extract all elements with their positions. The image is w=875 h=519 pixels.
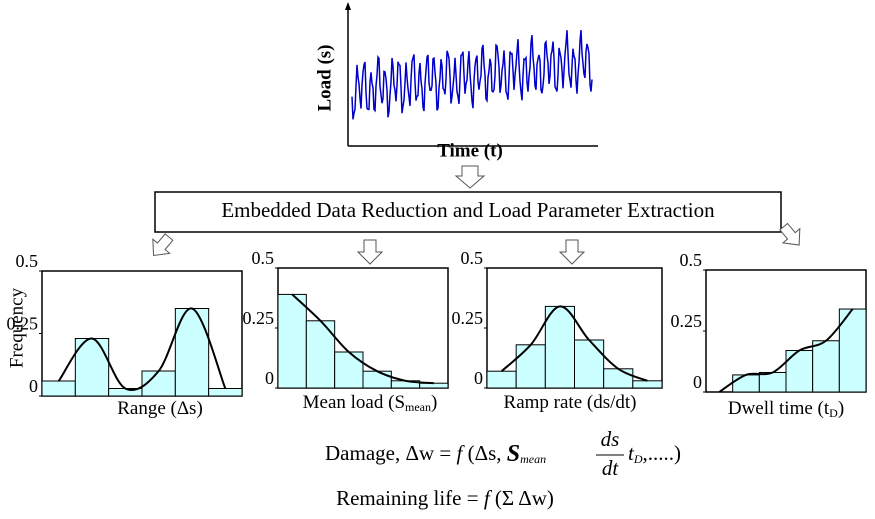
remaining-life-func: f: [484, 486, 493, 510]
x-axis-label: Ramp rate (ds/dt): [504, 392, 637, 413]
load-signal: [351, 30, 593, 120]
y-tick-label: 0: [29, 376, 38, 396]
remaining-life-text: Remaining life =: [336, 486, 484, 510]
y-tick-label: 0.25: [671, 311, 703, 331]
bar: [838, 308, 867, 393]
x-axis-label-text: Ramp rate (ds/dt): [504, 392, 637, 413]
arrow: [779, 222, 801, 246]
equation-tail: tD,.....): [628, 441, 681, 466]
y-axis-label: Frequency: [6, 287, 27, 368]
bar: [419, 382, 449, 389]
arrow: [356, 239, 384, 265]
bar: [74, 338, 110, 397]
equation-rest: ,.....): [643, 441, 682, 465]
x-axis-label: Dwell time (tD): [728, 398, 844, 419]
bar: [208, 388, 243, 397]
signal-plot: Load (s) Time (t): [314, 2, 598, 161]
bar: [812, 340, 840, 393]
y-tick-label: 0.5: [16, 251, 39, 271]
density-curve: [718, 308, 854, 393]
down-arrow: [454, 165, 486, 189]
x-axis-label-sub: mean: [405, 400, 431, 414]
bar: [41, 380, 76, 397]
equation-text: Damage, Δw = f (Δs, Smean: [325, 441, 546, 467]
bar: [362, 370, 392, 389]
y-axis-label: Load (s): [314, 44, 335, 111]
arrow: [152, 233, 174, 257]
process-box: [154, 191, 782, 233]
arrowhead: [345, 2, 351, 10]
bar: [334, 351, 364, 389]
x-axis-label-text: Dwell time (t: [728, 398, 830, 419]
bar: [486, 370, 517, 389]
x-axis-label-end: ): [431, 392, 437, 413]
density-curve: [57, 307, 227, 391]
x-axis-label: Mean load (Smean): [303, 392, 438, 413]
x-axis-label-end: ): [838, 398, 844, 419]
equation-open: (Δs,: [462, 441, 506, 465]
y-tick-label: 0: [474, 368, 483, 388]
bar: [758, 371, 787, 393]
density-curve: [291, 293, 434, 385]
fraction-num: ds: [601, 427, 620, 451]
y-tick-label: 0.5: [680, 250, 703, 270]
y-tick-label: 0: [693, 372, 702, 392]
bar: [603, 368, 634, 389]
equation-func: f: [456, 441, 465, 465]
bar: [574, 339, 605, 389]
process-label: Embedded Data Reduction and Load Paramet…: [221, 198, 715, 222]
equation-s-sub: mean: [520, 452, 546, 466]
bar: [544, 305, 575, 389]
bar: [632, 380, 663, 389]
y-tick-label: 0.5: [252, 248, 275, 268]
remaining-life-arg: (Σ Δw): [490, 486, 554, 510]
x-axis-label: Time (t): [437, 140, 503, 161]
fraction-den: dt: [602, 456, 620, 480]
y-tick-label: 0: [265, 368, 274, 388]
x-axis-label-sub: D: [829, 406, 838, 420]
y-tick-label: 0.25: [452, 308, 484, 328]
density-curve: [500, 305, 648, 382]
y-tick-label: 0.25: [7, 314, 39, 334]
bar: [732, 374, 760, 393]
bar: [785, 350, 814, 393]
y-tick-label: 0.25: [243, 308, 275, 328]
y-tick-label: 0.5: [461, 248, 484, 268]
bar: [515, 344, 546, 389]
x-axis-label-text: Range (Δs): [117, 398, 203, 419]
equation-prefix: Damage, Δw =: [325, 441, 456, 465]
equation-t-sub: D: [633, 452, 643, 466]
equation-s: S: [507, 441, 520, 467]
x-axis-label-text: Mean load (S: [303, 392, 405, 413]
x-axis-label: Range (Δs): [117, 398, 203, 419]
bar: [277, 293, 307, 389]
arrow: [558, 239, 586, 265]
remaining-life: Remaining life = f (Σ Δw): [336, 486, 554, 510]
equation-t: t: [628, 441, 635, 465]
